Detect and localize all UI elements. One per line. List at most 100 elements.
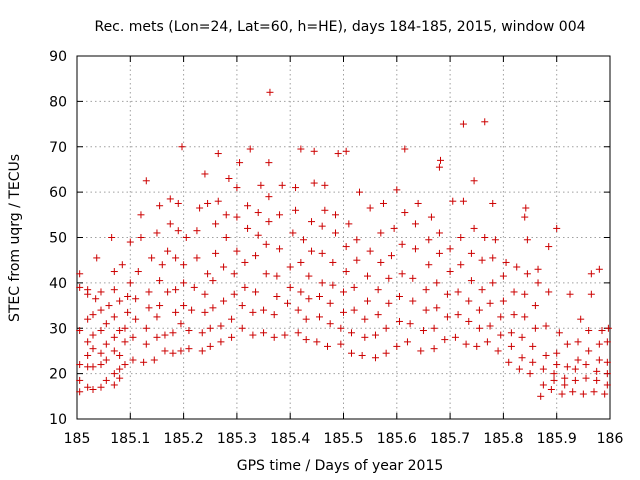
data-point [363, 272, 371, 280]
data-point [465, 297, 473, 305]
data-point [76, 361, 84, 369]
data-point [93, 254, 101, 262]
data-point [302, 336, 310, 344]
data-point [414, 199, 422, 207]
data-point [84, 338, 92, 346]
data-point [172, 308, 180, 316]
data-point [265, 159, 273, 167]
data-point [265, 218, 273, 226]
data-point [419, 327, 427, 335]
data-point [206, 324, 214, 332]
data-point [467, 249, 475, 257]
data-point [603, 381, 611, 389]
data-point [193, 254, 201, 262]
data-point [547, 386, 555, 394]
data-point [121, 338, 129, 346]
data-point [486, 299, 494, 307]
data-point [126, 279, 134, 287]
data-point [329, 281, 337, 289]
data-point [161, 331, 169, 339]
data-point [462, 340, 470, 348]
x-axis-label: GPS time / Days of year 2015 [237, 458, 444, 474]
data-point [595, 340, 603, 348]
data-point [316, 313, 324, 321]
data-point [435, 163, 443, 171]
data-point [521, 213, 529, 221]
data-point [521, 290, 529, 298]
data-point [233, 184, 241, 192]
data-point [385, 274, 393, 282]
data-point [342, 243, 350, 251]
data-point [145, 288, 153, 296]
data-point [430, 345, 438, 353]
data-point [300, 236, 308, 244]
data-point [417, 347, 425, 355]
data-point [446, 245, 454, 253]
data-point [332, 211, 340, 219]
data-point [145, 304, 153, 312]
data-point [475, 324, 483, 332]
data-point [124, 292, 132, 300]
data-point [603, 358, 611, 366]
data-point [393, 186, 401, 194]
data-point [233, 247, 241, 255]
data-point [385, 299, 393, 307]
data-point [422, 286, 430, 294]
data-point [443, 313, 451, 321]
data-point [76, 376, 84, 384]
data-point [409, 274, 417, 282]
x-tick-label: 185.7 [430, 431, 470, 447]
data-point [398, 270, 406, 278]
data-point [563, 340, 571, 348]
x-tick-label: 185.4 [270, 431, 310, 447]
data-point [585, 327, 593, 335]
data-point [521, 313, 529, 321]
data-point [470, 224, 478, 232]
data-point [102, 356, 110, 364]
data-point [582, 361, 590, 369]
data-point [510, 311, 518, 319]
data-point [140, 358, 148, 366]
data-point [387, 252, 395, 260]
data-point [172, 286, 180, 294]
data-point [318, 249, 326, 257]
data-point [350, 283, 358, 291]
data-point [409, 297, 417, 305]
data-point [571, 376, 579, 384]
y-tick-labels: 10 20 30 40 50 60 70 80 90 [49, 49, 67, 428]
data-point [297, 288, 305, 296]
data-point [523, 270, 531, 278]
data-point [110, 370, 118, 378]
data-point [569, 388, 577, 396]
data-point [166, 195, 174, 203]
data-point [587, 270, 595, 278]
data-point [110, 313, 118, 321]
data-point [377, 258, 385, 266]
data-point [558, 390, 566, 398]
x-tick-label: 185.1 [110, 431, 150, 447]
data-point [266, 88, 274, 96]
data-point [377, 229, 385, 237]
data-point [347, 349, 355, 357]
data-point [169, 329, 177, 337]
data-point [545, 288, 553, 296]
data-point [531, 324, 539, 332]
data-point [561, 381, 569, 389]
data-point [89, 363, 97, 371]
data-point [579, 390, 587, 398]
data-point [174, 199, 182, 207]
data-point [196, 204, 204, 212]
data-point [76, 388, 84, 396]
data-point [260, 306, 268, 314]
data-point [366, 204, 374, 212]
data-point [185, 327, 193, 335]
data-point [121, 324, 129, 332]
data-point [499, 272, 507, 280]
data-point [276, 245, 284, 253]
data-point [545, 243, 553, 251]
data-point [97, 288, 105, 296]
data-point [374, 311, 382, 319]
y-tick-label: 20 [49, 367, 67, 383]
data-point [531, 302, 539, 310]
